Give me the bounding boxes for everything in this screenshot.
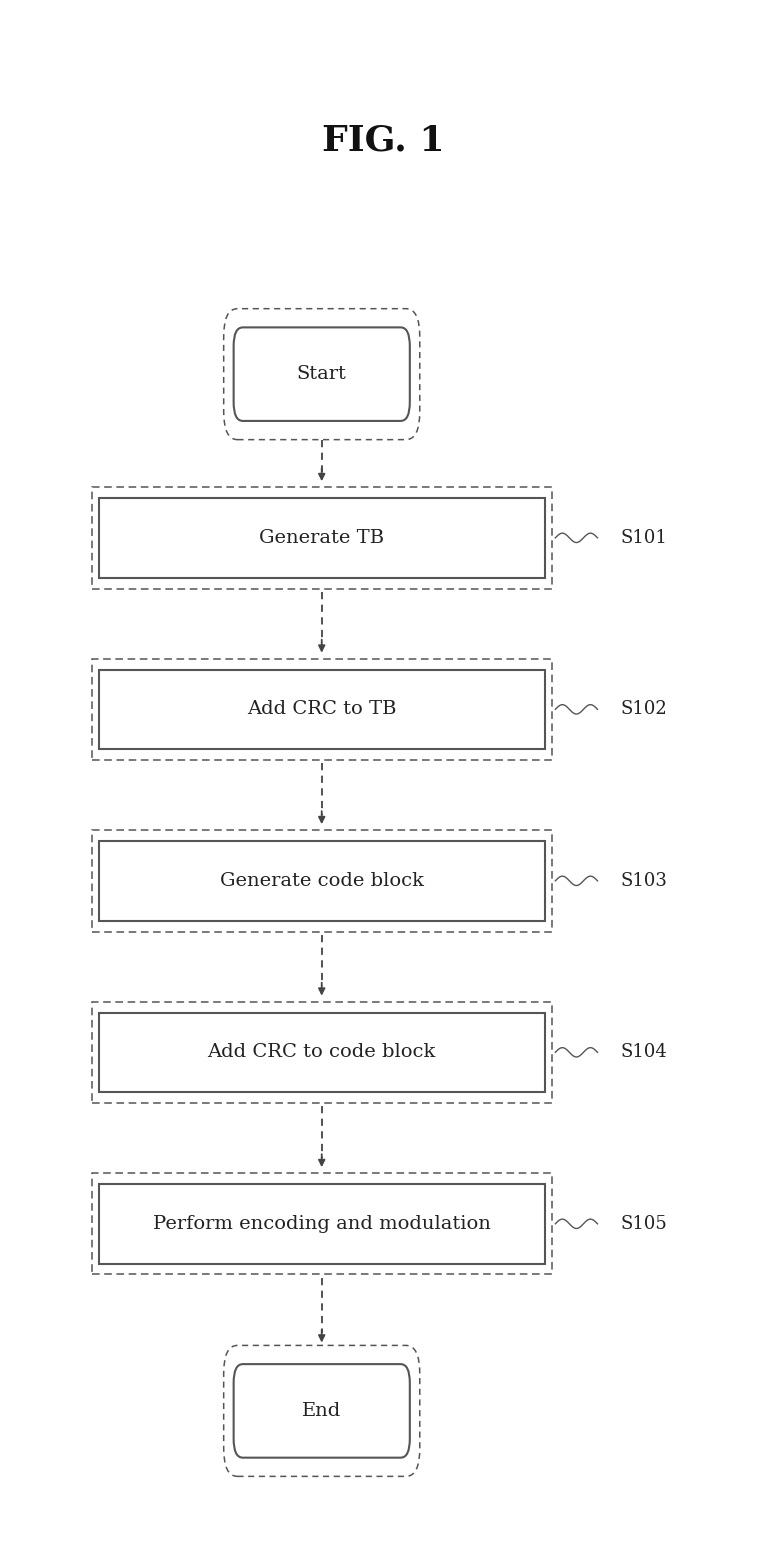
Text: Generate code block: Generate code block	[220, 871, 424, 890]
FancyBboxPatch shape	[99, 1013, 545, 1091]
Text: Generate TB: Generate TB	[259, 529, 385, 547]
FancyBboxPatch shape	[99, 669, 545, 750]
Text: Perform encoding and modulation: Perform encoding and modulation	[152, 1214, 491, 1233]
Text: S101: S101	[620, 529, 667, 547]
FancyBboxPatch shape	[234, 1364, 410, 1458]
FancyBboxPatch shape	[234, 327, 410, 421]
Text: S105: S105	[620, 1214, 667, 1233]
Text: Add CRC to code block: Add CRC to code block	[208, 1043, 436, 1062]
Text: S103: S103	[620, 871, 667, 890]
Text: End: End	[302, 1402, 342, 1420]
Text: FIG. 1: FIG. 1	[322, 123, 444, 157]
FancyBboxPatch shape	[99, 842, 545, 920]
Text: Add CRC to TB: Add CRC to TB	[247, 700, 397, 719]
Text: S104: S104	[620, 1043, 667, 1062]
Text: Start: Start	[296, 365, 347, 384]
Text: S102: S102	[620, 700, 667, 719]
FancyBboxPatch shape	[99, 1185, 545, 1263]
FancyBboxPatch shape	[99, 497, 545, 577]
